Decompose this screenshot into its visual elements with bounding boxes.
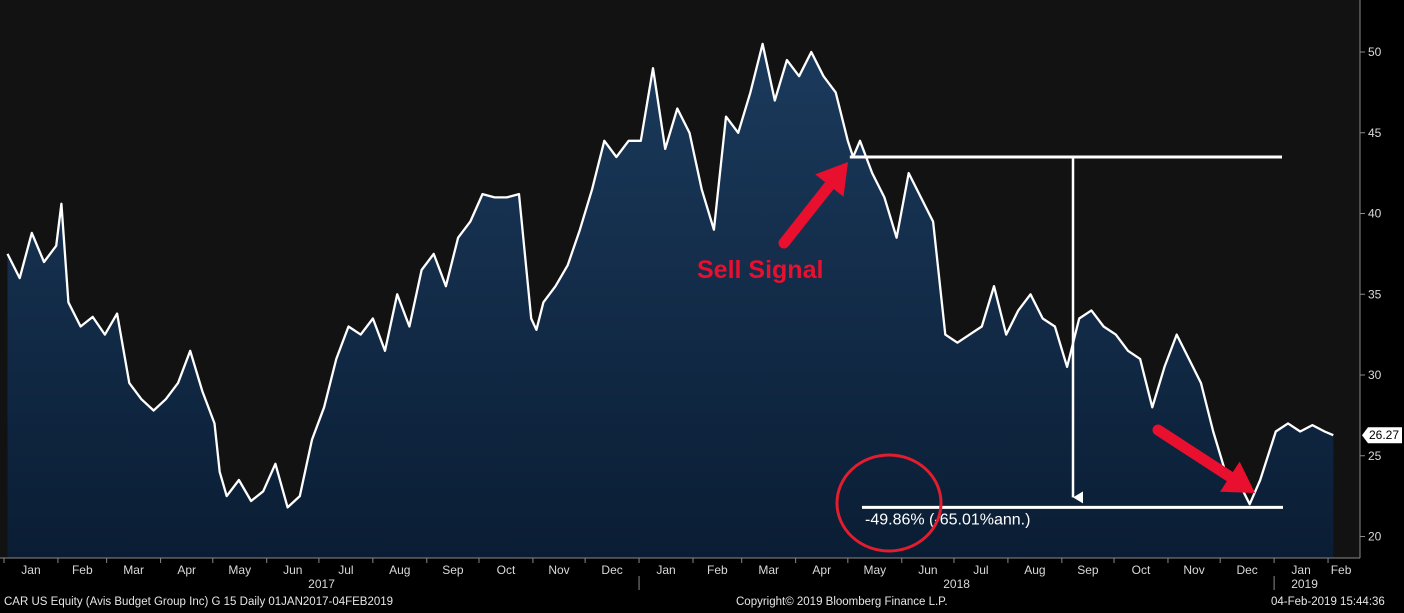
x-tick-label: Dec xyxy=(601,563,622,577)
x-tick-label: Jul xyxy=(973,563,988,577)
x-tick-label: Apr xyxy=(812,563,831,577)
x-tick-label: Feb xyxy=(707,563,728,577)
x-tick-label: May xyxy=(863,563,886,577)
x-tick-label: Mar xyxy=(758,563,779,577)
year-label: 2017 xyxy=(308,577,335,591)
change-label: -49.86% (-65.01%ann.) xyxy=(865,511,1030,528)
copyright-label: Copyright© 2019 Bloomberg Finance L.P. xyxy=(736,596,948,608)
y-tick-label: 50 xyxy=(1368,45,1382,59)
y-tick-label: 30 xyxy=(1368,368,1382,382)
x-tick-label: Oct xyxy=(1132,563,1151,577)
ticker-label: CAR US Equity (Avis Budget Group Inc) G … xyxy=(4,596,394,608)
y-tick-label: 20 xyxy=(1368,530,1382,544)
x-tick-label: Aug xyxy=(1024,563,1045,577)
arrow-shaft xyxy=(778,180,835,249)
price-area xyxy=(7,43,1334,558)
x-tick-label: Sep xyxy=(442,563,464,577)
chart-footer: CAR US Equity (Avis Budget Group Inc) G … xyxy=(0,592,1404,613)
sell-signal-arrow xyxy=(778,162,848,249)
price-line xyxy=(6,42,1334,509)
x-tick-label: Dec xyxy=(1236,563,1257,577)
year-label: 2018 xyxy=(943,577,970,591)
arrow-head xyxy=(815,162,848,197)
timestamp-label: 04-Feb-2019 15:44:36 xyxy=(1271,596,1385,608)
x-tick-label: Apr xyxy=(177,563,196,577)
y-tick-label: 45 xyxy=(1368,126,1382,140)
x-tick-label: Aug xyxy=(389,563,410,577)
arrow-head xyxy=(1220,461,1255,493)
x-tick-label: Jun xyxy=(918,563,937,577)
chart-svg: 20 25 30 35 40 45 50 26.27 Jan Feb Mar Apr May Jun Jul… xyxy=(0,0,1402,591)
x-tick-label: May xyxy=(228,563,251,577)
last-value-label: 26.27 xyxy=(1369,428,1399,442)
x-tick-label: Nov xyxy=(1183,563,1204,577)
x-tick-label: Jul xyxy=(338,563,353,577)
x-tick-label: Sep xyxy=(1077,563,1099,577)
x-tick-label: Feb xyxy=(1331,563,1352,577)
x-tick-label: Mar xyxy=(123,563,144,577)
x-tick-label: Jan xyxy=(21,563,40,577)
y-tick-label: 35 xyxy=(1368,287,1382,301)
highlight-circle xyxy=(835,453,943,553)
x-tick-label: Feb xyxy=(72,563,93,577)
x-tick-label: Jun xyxy=(283,563,302,577)
x-tick-label: Nov xyxy=(548,563,569,577)
sell-signal-label: Sell Signal xyxy=(697,256,823,284)
y-tick-label: 25 xyxy=(1368,449,1382,463)
x-tick-label: Jan xyxy=(1291,563,1310,577)
y-tick-label: 40 xyxy=(1368,207,1382,221)
arrow-shaft xyxy=(1152,424,1236,483)
year-label: 2019 xyxy=(1291,577,1318,591)
x-tick-label: Jan xyxy=(656,563,675,577)
x-tick-label: Oct xyxy=(497,563,516,577)
decline-target-arrow xyxy=(1152,424,1255,493)
last-value-tag xyxy=(1362,427,1402,444)
